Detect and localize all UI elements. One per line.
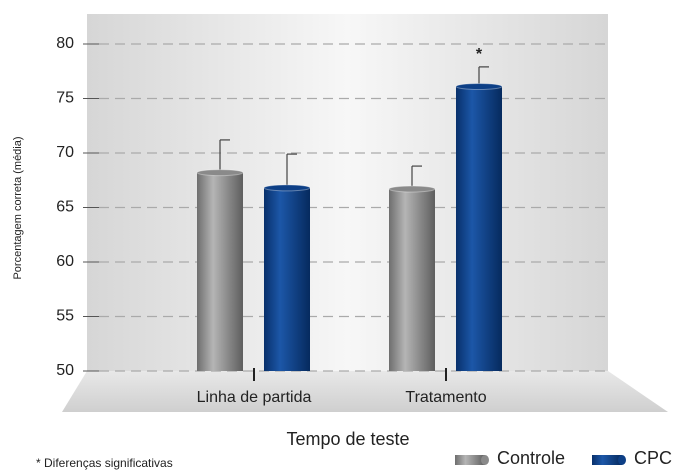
y-tick-label: 50 bbox=[56, 362, 74, 379]
y-tick-label: 75 bbox=[56, 90, 74, 107]
y-tick-label: 60 bbox=[56, 253, 74, 270]
plot-background bbox=[87, 14, 608, 371]
bar-cap bbox=[196, 169, 244, 177]
y-tick-label: 70 bbox=[56, 144, 74, 161]
x-axis-label: Tempo de teste bbox=[286, 429, 409, 449]
annotation: * bbox=[476, 46, 483, 63]
floor bbox=[62, 371, 668, 412]
legend-swatch bbox=[592, 455, 622, 465]
legend-label: Controle bbox=[497, 448, 565, 468]
legend-swatch-cap bbox=[618, 455, 626, 465]
bar-cap bbox=[455, 83, 503, 91]
bar-cap bbox=[388, 185, 436, 193]
y-tick-label: 55 bbox=[56, 308, 74, 325]
bar bbox=[264, 187, 310, 371]
y-axis-label: Porcentagem correta (média) bbox=[12, 136, 24, 279]
y-tick-label: 65 bbox=[56, 199, 74, 216]
y-tick-label: 80 bbox=[56, 35, 74, 52]
legend-swatch bbox=[455, 455, 485, 465]
bar bbox=[197, 172, 243, 371]
footnote: * Diferenças significativas bbox=[36, 456, 173, 470]
bar bbox=[389, 188, 435, 371]
legend-swatch-cap bbox=[481, 455, 489, 465]
bar-cap bbox=[263, 184, 311, 192]
legend-label: CPC bbox=[634, 448, 672, 468]
bar bbox=[456, 86, 502, 371]
x-tick-label: Linha de partida bbox=[197, 389, 312, 406]
x-tick-label: Tratamento bbox=[405, 389, 486, 406]
